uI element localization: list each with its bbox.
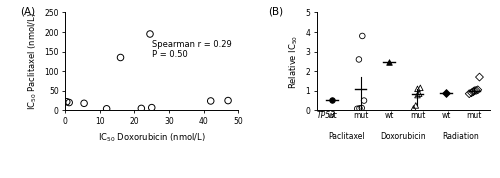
Point bbox=[355, 58, 363, 61]
Point bbox=[358, 35, 366, 37]
Point bbox=[65, 101, 73, 104]
Point bbox=[442, 91, 450, 94]
X-axis label: IC$_{50}$ Doxorubicin (nmol/L): IC$_{50}$ Doxorubicin (nmol/L) bbox=[98, 131, 206, 144]
Point bbox=[353, 107, 361, 110]
Text: Radiation: Radiation bbox=[442, 132, 478, 141]
Point bbox=[472, 89, 480, 92]
Text: Doxorubicin: Doxorubicin bbox=[380, 132, 426, 141]
Point bbox=[360, 99, 368, 102]
Point bbox=[469, 90, 477, 93]
Text: mut: mut bbox=[353, 111, 368, 120]
Point bbox=[224, 99, 232, 102]
Point bbox=[414, 94, 422, 96]
Text: Paclitaxel: Paclitaxel bbox=[328, 132, 364, 141]
Y-axis label: Relative IC$_{50}$: Relative IC$_{50}$ bbox=[288, 34, 300, 88]
Point bbox=[468, 91, 475, 94]
Point bbox=[415, 92, 423, 95]
Point bbox=[385, 61, 393, 64]
Point bbox=[62, 100, 70, 103]
Point bbox=[358, 107, 366, 109]
Point bbox=[474, 88, 482, 91]
Point bbox=[410, 107, 418, 110]
Text: mut: mut bbox=[410, 111, 425, 120]
Point bbox=[148, 106, 156, 109]
Text: (A): (A) bbox=[20, 7, 35, 17]
Text: Spearman r = 0.29
P = 0.50: Spearman r = 0.29 P = 0.50 bbox=[152, 40, 232, 59]
Point bbox=[470, 89, 478, 92]
Point bbox=[465, 92, 473, 95]
Point bbox=[206, 100, 214, 102]
Point bbox=[356, 107, 364, 110]
Point bbox=[138, 107, 145, 110]
Point bbox=[146, 33, 154, 35]
Point bbox=[476, 76, 484, 78]
Point bbox=[80, 102, 88, 105]
Text: mut: mut bbox=[466, 111, 482, 120]
Y-axis label: IC$_{50}$ Paclitaxel (nmol/L): IC$_{50}$ Paclitaxel (nmol/L) bbox=[26, 12, 38, 110]
Text: (B): (B) bbox=[268, 7, 283, 17]
Text: TP53:: TP53: bbox=[316, 111, 338, 120]
Point bbox=[414, 87, 422, 90]
Text: wt: wt bbox=[441, 111, 450, 120]
Text: wt: wt bbox=[384, 111, 394, 120]
Point bbox=[328, 99, 336, 102]
Point bbox=[412, 104, 420, 107]
Point bbox=[116, 56, 124, 59]
Point bbox=[416, 86, 424, 89]
Text: wt: wt bbox=[328, 111, 337, 120]
Point bbox=[102, 107, 110, 110]
